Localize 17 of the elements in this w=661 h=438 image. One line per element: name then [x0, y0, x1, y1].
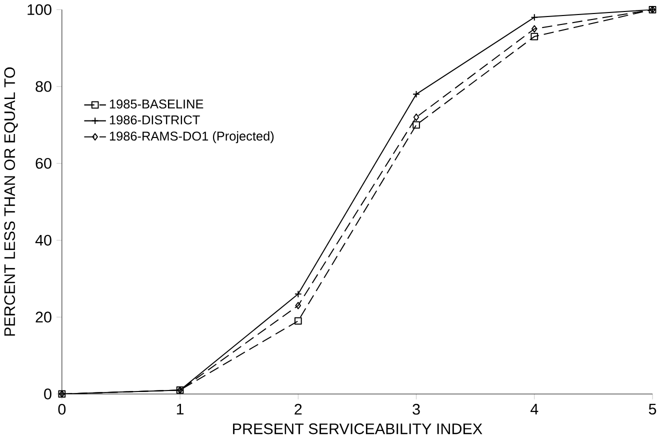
y-tick-label: 0 [44, 388, 52, 400]
legend-label: 1986-DISTRICT [110, 115, 200, 124]
y-tick-label: 20 [36, 311, 52, 322]
x-tick-label: 1 [176, 404, 184, 414]
x-tick-label: 4 [530, 404, 538, 414]
legend-label: 1985-BASELINE [110, 99, 204, 108]
x-tick-label: 0 [58, 404, 66, 414]
x-axis-title: PRESENT SERVICEABILITY INDEX [233, 423, 482, 434]
legend-label: 1986-RAMS-DO1 (Projected) [110, 131, 274, 143]
x-tick-label: 5 [648, 404, 656, 414]
y-tick-label: 80 [36, 80, 52, 92]
x-tick-label: 2 [294, 404, 302, 414]
y-axis-title: PERCENT LESS THAN OR EQUAL TO [4, 67, 18, 336]
y-tick-label: 100 [28, 4, 52, 15]
y-tick-label: 40 [35, 234, 52, 246]
y-tick-label: 60 [36, 158, 52, 169]
x-tick-label: 3 [412, 404, 420, 414]
